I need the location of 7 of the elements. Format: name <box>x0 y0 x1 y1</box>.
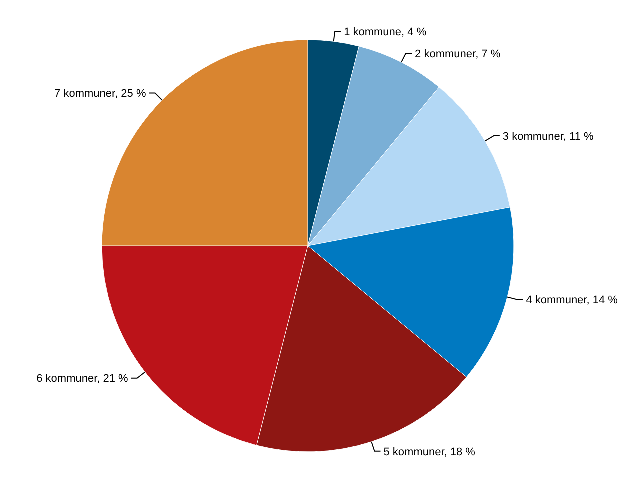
slice-label: 7 kommuner, 25 % <box>54 88 146 100</box>
slice-label: 5 kommuner, 18 % <box>384 446 476 458</box>
slice-label: 3 kommuner, 11 % <box>502 130 594 143</box>
slice-label: 1 kommune, 4 % <box>344 26 427 39</box>
slice-label: 2 kommuner, 7 % <box>415 48 501 60</box>
slice-label: 6 kommuner, 21 % <box>36 373 129 386</box>
slice-label: 4 kommuner, 14 % <box>526 294 618 307</box>
